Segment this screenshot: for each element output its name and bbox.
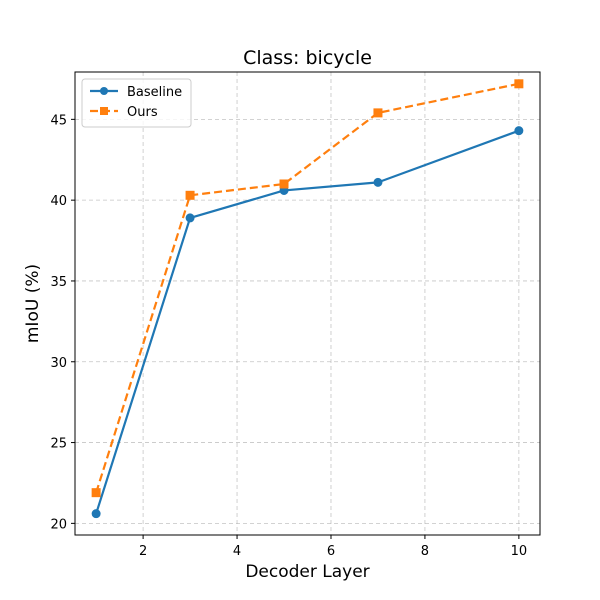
- data-point: [185, 190, 195, 200]
- data-point: [373, 177, 383, 187]
- y-tick-label: 25: [50, 437, 67, 452]
- data-point: [373, 108, 383, 118]
- legend-label: Baseline: [127, 85, 182, 100]
- plot-frame: [74, 71, 541, 536]
- legend-entry-ours: Ours: [90, 105, 158, 120]
- y-tick-label: 35: [50, 275, 67, 290]
- data-point: [279, 179, 289, 189]
- legend-entries: Baseline Ours: [90, 85, 182, 120]
- x-tick-label: 2: [139, 544, 147, 559]
- legend-marker: [100, 107, 108, 115]
- x-tick-label: 4: [233, 544, 241, 559]
- data-point: [91, 509, 101, 519]
- x-axis-label: Decoder Layer: [245, 562, 369, 582]
- series-line-ours: [95, 82, 520, 493]
- legend-entry-baseline: Baseline: [90, 85, 182, 100]
- y-tick-label: 20: [50, 517, 67, 532]
- legend-marker: [100, 87, 108, 95]
- data-point: [514, 126, 524, 136]
- data-point: [514, 79, 524, 89]
- data-point: [185, 213, 195, 223]
- y-tick-label: 40: [50, 194, 67, 209]
- legend-label: Ours: [127, 105, 158, 120]
- grid-lines: [75, 72, 540, 535]
- x-tick-label: 6: [327, 544, 335, 559]
- data-point: [91, 488, 101, 498]
- y-tick-label: 30: [50, 356, 67, 371]
- axis-ticks: 2 4 6 8 10 20 25 30 35 40 45: [50, 113, 527, 559]
- series-ours: [91, 79, 524, 498]
- chart-title: Class: bicycle: [243, 47, 372, 69]
- x-tick-label: 10: [511, 544, 528, 559]
- x-tick-label: 8: [421, 544, 429, 559]
- y-tick-label: 45: [50, 113, 67, 128]
- series-layer: [91, 79, 524, 519]
- legend: Baseline Ours: [81, 78, 192, 128]
- y-axis-label: mIoU (%): [23, 264, 43, 343]
